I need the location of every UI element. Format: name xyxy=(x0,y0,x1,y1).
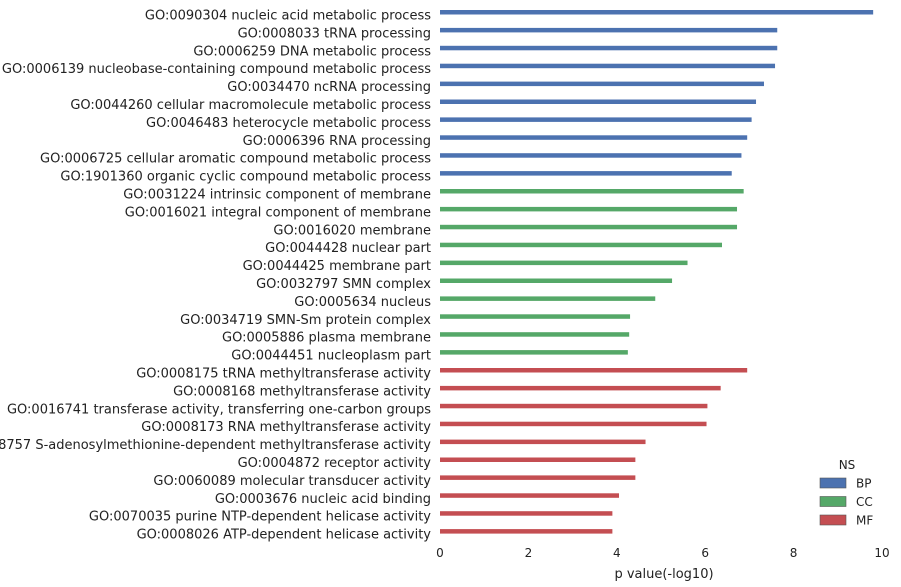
bar-bp xyxy=(440,10,874,15)
bar-bp xyxy=(440,63,776,69)
category-label: GO:0008168 methyltransferase activity xyxy=(173,384,431,399)
category-label: GO:0008033 tRNA processing xyxy=(238,26,431,41)
bar-bp xyxy=(440,99,757,104)
legend-swatch-bp xyxy=(819,477,847,489)
category-label: GO:0003676 nucleic acid binding xyxy=(215,492,431,507)
category-labels-group: GO:0090304 nucleic acid metabolic proces… xyxy=(0,9,431,543)
bar-bp xyxy=(440,135,748,140)
category-label: GO:0005886 plasma membrane xyxy=(222,331,431,346)
legend-title: NS xyxy=(839,458,856,472)
bar-cc xyxy=(440,206,738,212)
x-tick-label: 4 xyxy=(613,546,621,560)
category-label: GO:0006725 cellular aromatic compound me… xyxy=(40,152,431,167)
category-label: GO:1901360 organic cyclic compound metab… xyxy=(60,170,431,185)
bar-cc xyxy=(440,278,673,283)
category-label: GO:0070035 purine NTP-dependent helicase… xyxy=(89,510,431,525)
bars-group xyxy=(440,10,874,534)
category-label: GO:0008175 tRNA methyltransferase activi… xyxy=(136,367,431,382)
bar-mf xyxy=(440,421,707,427)
x-tick-label: 8 xyxy=(790,546,798,560)
bar-mf xyxy=(440,385,721,391)
category-label: GO:0008026 ATP-dependent helicase activi… xyxy=(137,528,432,543)
legend-label-mf: MF xyxy=(856,514,873,528)
bar-bp xyxy=(440,81,764,87)
category-label: GO:0005634 nucleus xyxy=(294,295,431,310)
category-label: GO:0044425 membrane part xyxy=(243,259,431,274)
bar-cc xyxy=(440,350,628,355)
x-tick-label: 10 xyxy=(874,546,889,560)
legend-swatch-mf xyxy=(819,514,847,526)
bar-mf xyxy=(440,511,613,516)
category-label: GO:0006259 DNA metabolic process xyxy=(193,44,431,59)
category-label: GO:0044451 nucleoplasm part xyxy=(231,349,431,364)
category-label: GO:0008173 RNA methyltransferase activit… xyxy=(141,420,431,435)
legend-label-bp: BP xyxy=(856,477,871,491)
legend-label-cc: CC xyxy=(856,495,873,509)
legend: NS BP CC MF xyxy=(819,458,873,528)
bar-bp xyxy=(440,27,778,33)
bar-cc xyxy=(440,314,631,319)
x-axis-title: p value(-log10) xyxy=(614,567,713,582)
bar-bp xyxy=(440,171,732,176)
x-tick-label: 2 xyxy=(525,546,533,560)
x-tick-label: 6 xyxy=(701,546,709,560)
category-label: GO:0046483 heterocycle metabolic process xyxy=(146,116,431,131)
bar-mf xyxy=(440,439,646,445)
bar-mf xyxy=(440,493,620,498)
x-tick-label: 0 xyxy=(436,546,444,560)
bar-cc xyxy=(440,242,722,248)
bar-mf xyxy=(440,529,613,534)
category-label: GO:0044428 nuclear part xyxy=(265,241,431,256)
bar-cc xyxy=(440,296,656,301)
x-axis-ticks-group: 0 2 4 6 8 10 xyxy=(436,546,889,560)
bar-bp xyxy=(440,45,778,51)
legend-swatch-cc xyxy=(819,496,847,507)
category-label: GO:0004872 receptor activity xyxy=(238,456,432,471)
category-label: GO:0016020 membrane xyxy=(273,223,431,238)
category-label: GO:0044260 cellular macromolecule metabo… xyxy=(70,98,431,113)
category-label: GO:0031224 intrinsic component of membra… xyxy=(123,188,431,203)
category-label: GO:0034719 SMN-Sm protein complex xyxy=(180,313,431,328)
category-label: GO:0006396 RNA processing xyxy=(243,134,431,149)
category-label: GO:0034470 ncRNA processing xyxy=(227,80,431,95)
bar-cc xyxy=(440,189,744,194)
category-label: GO:0016021 integral component of membran… xyxy=(125,205,431,220)
bar-cc xyxy=(440,224,738,230)
bar-mf xyxy=(440,403,708,409)
bar-mf xyxy=(440,368,748,373)
bar-bp xyxy=(440,153,742,158)
category-label: GO:0032797 SMN complex xyxy=(256,277,431,292)
category-label: GO:0016741 transferase activity, transfe… xyxy=(7,402,431,417)
category-label: GO:0006139 nucleobase-containing compoun… xyxy=(2,62,431,77)
bar-mf xyxy=(440,457,636,462)
bar-mf xyxy=(440,475,636,480)
category-label: GO:0060089 molecular transducer activity xyxy=(153,474,431,489)
bar-bp xyxy=(440,117,752,122)
category-label: GO:0008757 S-adenosylmethionine-dependen… xyxy=(0,438,431,453)
category-label: GO:0090304 nucleic acid metabolic proces… xyxy=(145,9,431,24)
bar-cc xyxy=(440,332,630,337)
bar-cc xyxy=(440,260,688,266)
